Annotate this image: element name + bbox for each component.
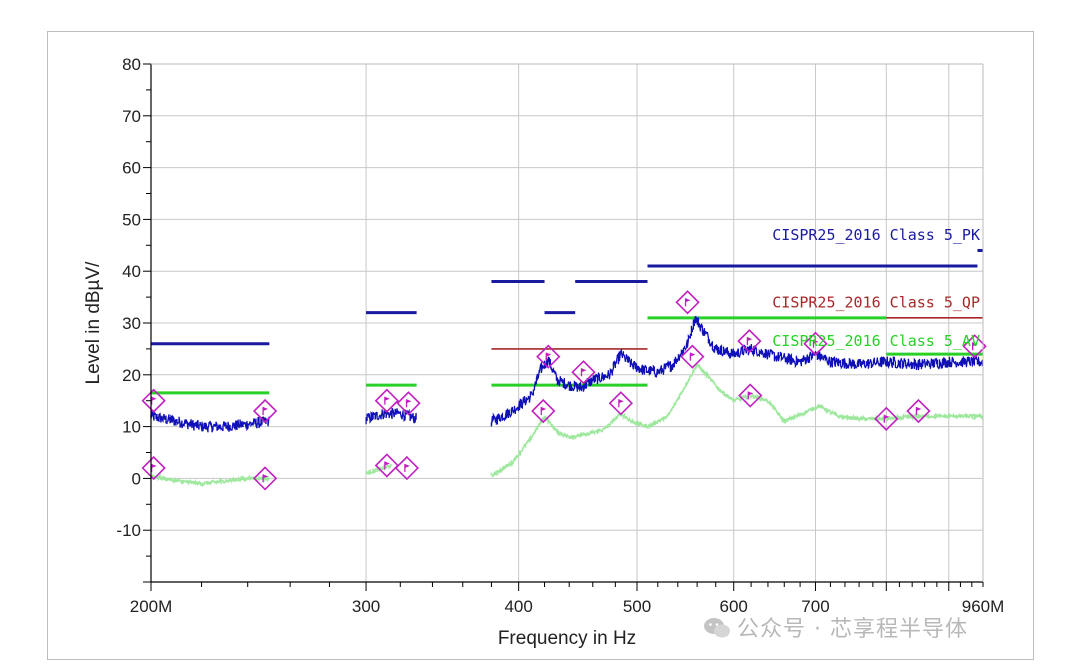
marker-flag <box>747 337 753 342</box>
marker-diamond <box>396 391 421 416</box>
marker-flag <box>263 407 269 412</box>
measurement-marker <box>141 388 166 413</box>
marker-diamond <box>531 398 556 424</box>
marker-diamond <box>803 331 828 356</box>
y-tick-label: -10 <box>116 521 141 540</box>
x-tick-label: 700 <box>801 597 829 616</box>
trace-pk-trace <box>150 410 270 433</box>
limit-label: CISPR25_2016 Class 5_QP <box>772 293 980 311</box>
grid <box>150 63 984 582</box>
axes: -10 0 10 20 30 40 50 60 70 80 200M 300 400 500 600 700 9… <box>116 55 1004 616</box>
marker-diamond <box>675 290 700 315</box>
measurement-marker <box>252 398 278 424</box>
marker-flag <box>541 407 547 412</box>
watermark: 公众号 · 芯享程半导体 <box>703 611 968 643</box>
measurement-marker <box>396 391 421 416</box>
chart-frame: -10 0 10 20 30 40 50 60 70 80 200M 300 400 500 600 700 9… <box>47 31 1034 660</box>
marker-diamond <box>608 391 633 416</box>
measurement-marker <box>608 391 633 416</box>
limit-label: CISPR25_2016 Class 5_AV <box>772 332 980 350</box>
x-tick-label: 200M <box>130 597 173 616</box>
marker-flag <box>151 396 157 401</box>
marker-diamond <box>738 383 763 408</box>
measurement-marker <box>536 344 561 369</box>
marker-diamond <box>874 406 899 431</box>
marker-flag <box>972 342 978 347</box>
marker-diamond <box>571 360 596 385</box>
y-tick-label: 40 <box>122 262 141 281</box>
limit-label: CISPR25_2016 Class 5_PK <box>772 226 980 244</box>
measurement-marker <box>738 383 763 408</box>
measurement-marker <box>374 388 399 413</box>
x-tick-label: 960M <box>962 597 1005 616</box>
measurement-marker <box>962 334 987 359</box>
measurement-marker <box>571 360 596 385</box>
marker-diamond <box>141 388 166 413</box>
marker-flag <box>384 461 390 466</box>
markers <box>141 290 987 491</box>
measurement-marker <box>803 331 828 356</box>
trace-pk-trace <box>490 315 984 427</box>
measurement-marker <box>531 398 556 424</box>
limit-lines <box>151 248 983 395</box>
x-axis-title: Frequency in Hz <box>498 628 636 649</box>
measurement-marker <box>252 466 278 491</box>
trace-av-trace <box>150 473 270 488</box>
marker-flag <box>813 339 819 344</box>
marker-flag <box>916 407 922 412</box>
marker-diamond <box>906 398 931 424</box>
marker-flag <box>406 399 412 404</box>
marker-diamond <box>141 455 166 481</box>
marker-flag <box>884 414 890 419</box>
y-tick-label: 80 <box>122 55 141 74</box>
marker-diamond <box>536 344 561 369</box>
marker-diamond <box>252 398 278 424</box>
measurement-marker <box>394 455 420 481</box>
marker-diamond <box>252 466 278 491</box>
marker-diamond <box>962 334 987 359</box>
marker-flag <box>546 352 552 357</box>
y-axis-title: Level in dBµV/ <box>83 261 104 385</box>
measurement-marker <box>374 453 399 478</box>
measurement-marker <box>141 455 166 481</box>
x-tick-label: 600 <box>720 597 748 616</box>
measurement-marker <box>680 344 705 369</box>
y-tick-label: 70 <box>122 107 141 126</box>
marker-flag <box>151 464 157 469</box>
y-tick-label: 10 <box>122 418 141 437</box>
limit-labels: CISPR25_2016 Class 5_PK CISPR25_2016 Clas… <box>772 226 980 350</box>
marker-diamond <box>374 453 399 478</box>
marker-diamond <box>737 328 762 354</box>
trace-av-trace <box>490 362 984 479</box>
measurement-marker <box>906 398 931 424</box>
x-tick-label: 400 <box>504 597 532 616</box>
watermark-text: 公众号 · 芯享程半导体 <box>737 617 968 642</box>
marker-diamond <box>680 344 705 369</box>
measurement-marker <box>737 328 762 354</box>
marker-flag <box>263 474 269 479</box>
y-tick-label: 60 <box>122 159 141 178</box>
measurement-marker <box>675 290 700 315</box>
marker-flag <box>685 298 691 303</box>
y-tick-label: 0 <box>132 469 141 488</box>
x-tick-label: 300 <box>352 597 380 616</box>
marker-flag <box>748 391 754 396</box>
y-tick-label: 30 <box>122 314 141 333</box>
trace-pk-trace <box>365 407 417 425</box>
y-tick-label: 50 <box>122 210 141 229</box>
traces <box>150 315 984 488</box>
marker-flag <box>404 464 410 469</box>
wechat-icon <box>704 618 730 638</box>
marker-flag <box>618 399 624 404</box>
x-tick-label: 500 <box>623 597 651 616</box>
measurement-marker <box>874 406 899 431</box>
emi-chart: -10 0 10 20 30 40 50 60 70 80 200M 300 400 500 600 700 9… <box>83 55 1004 649</box>
marker-flag <box>690 352 696 357</box>
marker-flag <box>581 368 587 373</box>
marker-flag <box>384 396 390 401</box>
y-tick-label: 20 <box>122 366 141 385</box>
marker-diamond <box>374 388 399 413</box>
marker-diamond <box>394 455 420 481</box>
